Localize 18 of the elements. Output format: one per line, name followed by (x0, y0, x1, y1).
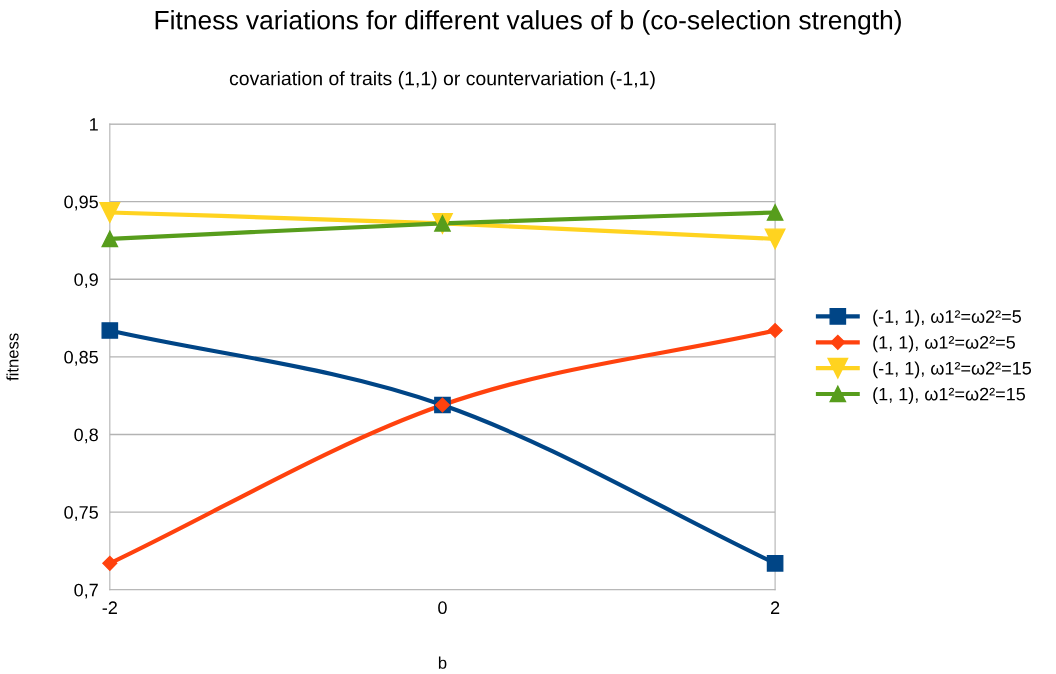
y-tick-label: 0,85 (64, 350, 98, 366)
y-tick-label: 0,7 (74, 583, 98, 599)
y-tick-label: 0,8 (74, 428, 98, 444)
y-tick-label: 1 (90, 118, 98, 131)
legend-label: (1, 1), ω1²=ω2²=15 (873, 387, 1026, 405)
legend-label: (-1, 1), ω1²=ω2²=5 (873, 309, 1021, 327)
y-axis-title: fitness (6, 333, 19, 381)
legend-label: (1, 1), ω1²=ω2²=5 (873, 335, 1015, 353)
x-tick-label: 2 (770, 601, 780, 614)
y-tick-label: 0,95 (64, 195, 98, 211)
y-tick-label: 0,75 (64, 506, 98, 521)
x-axis-title: b (438, 656, 447, 669)
y-tick-label: 0,9 (74, 273, 98, 289)
x-tick-label: -2 (102, 601, 117, 614)
chart-subtitle: covariation of traits (1,1) or countervariation (-1,1) (229, 71, 655, 90)
legend-label: (-1, 1), ω1²=ω2²=15 (873, 361, 1032, 379)
chart-title: Fitness variations for different values of b (co-selection strength) (155, 10, 901, 35)
x-tick-label: 0 (438, 601, 447, 615)
